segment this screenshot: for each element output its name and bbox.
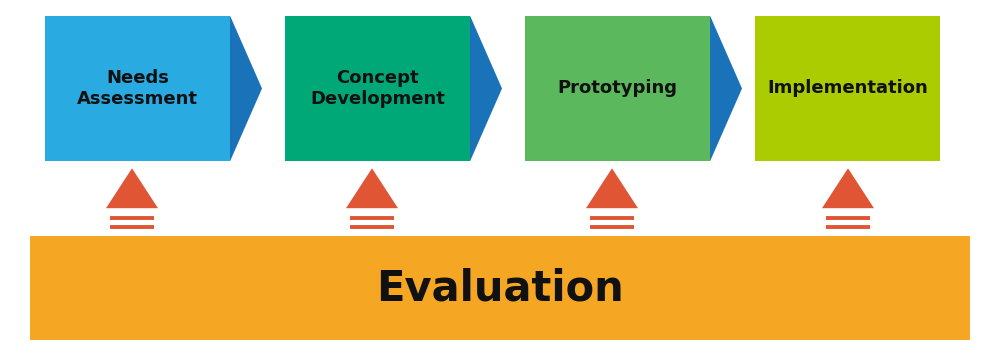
FancyBboxPatch shape [755,16,940,161]
Text: Needs
Assessment: Needs Assessment [77,69,198,108]
Text: Prototyping: Prototyping [558,79,678,98]
Text: Evaluation: Evaluation [376,267,624,309]
FancyBboxPatch shape [525,16,710,161]
Polygon shape [822,168,874,208]
FancyBboxPatch shape [285,16,470,161]
Text: Implementation: Implementation [767,79,928,98]
Polygon shape [470,16,502,161]
FancyBboxPatch shape [45,16,230,161]
Polygon shape [710,16,742,161]
Polygon shape [586,168,638,208]
FancyBboxPatch shape [30,236,970,340]
Polygon shape [230,16,262,161]
Text: Concept
Development: Concept Development [310,69,445,108]
Polygon shape [106,168,158,208]
Polygon shape [346,168,398,208]
